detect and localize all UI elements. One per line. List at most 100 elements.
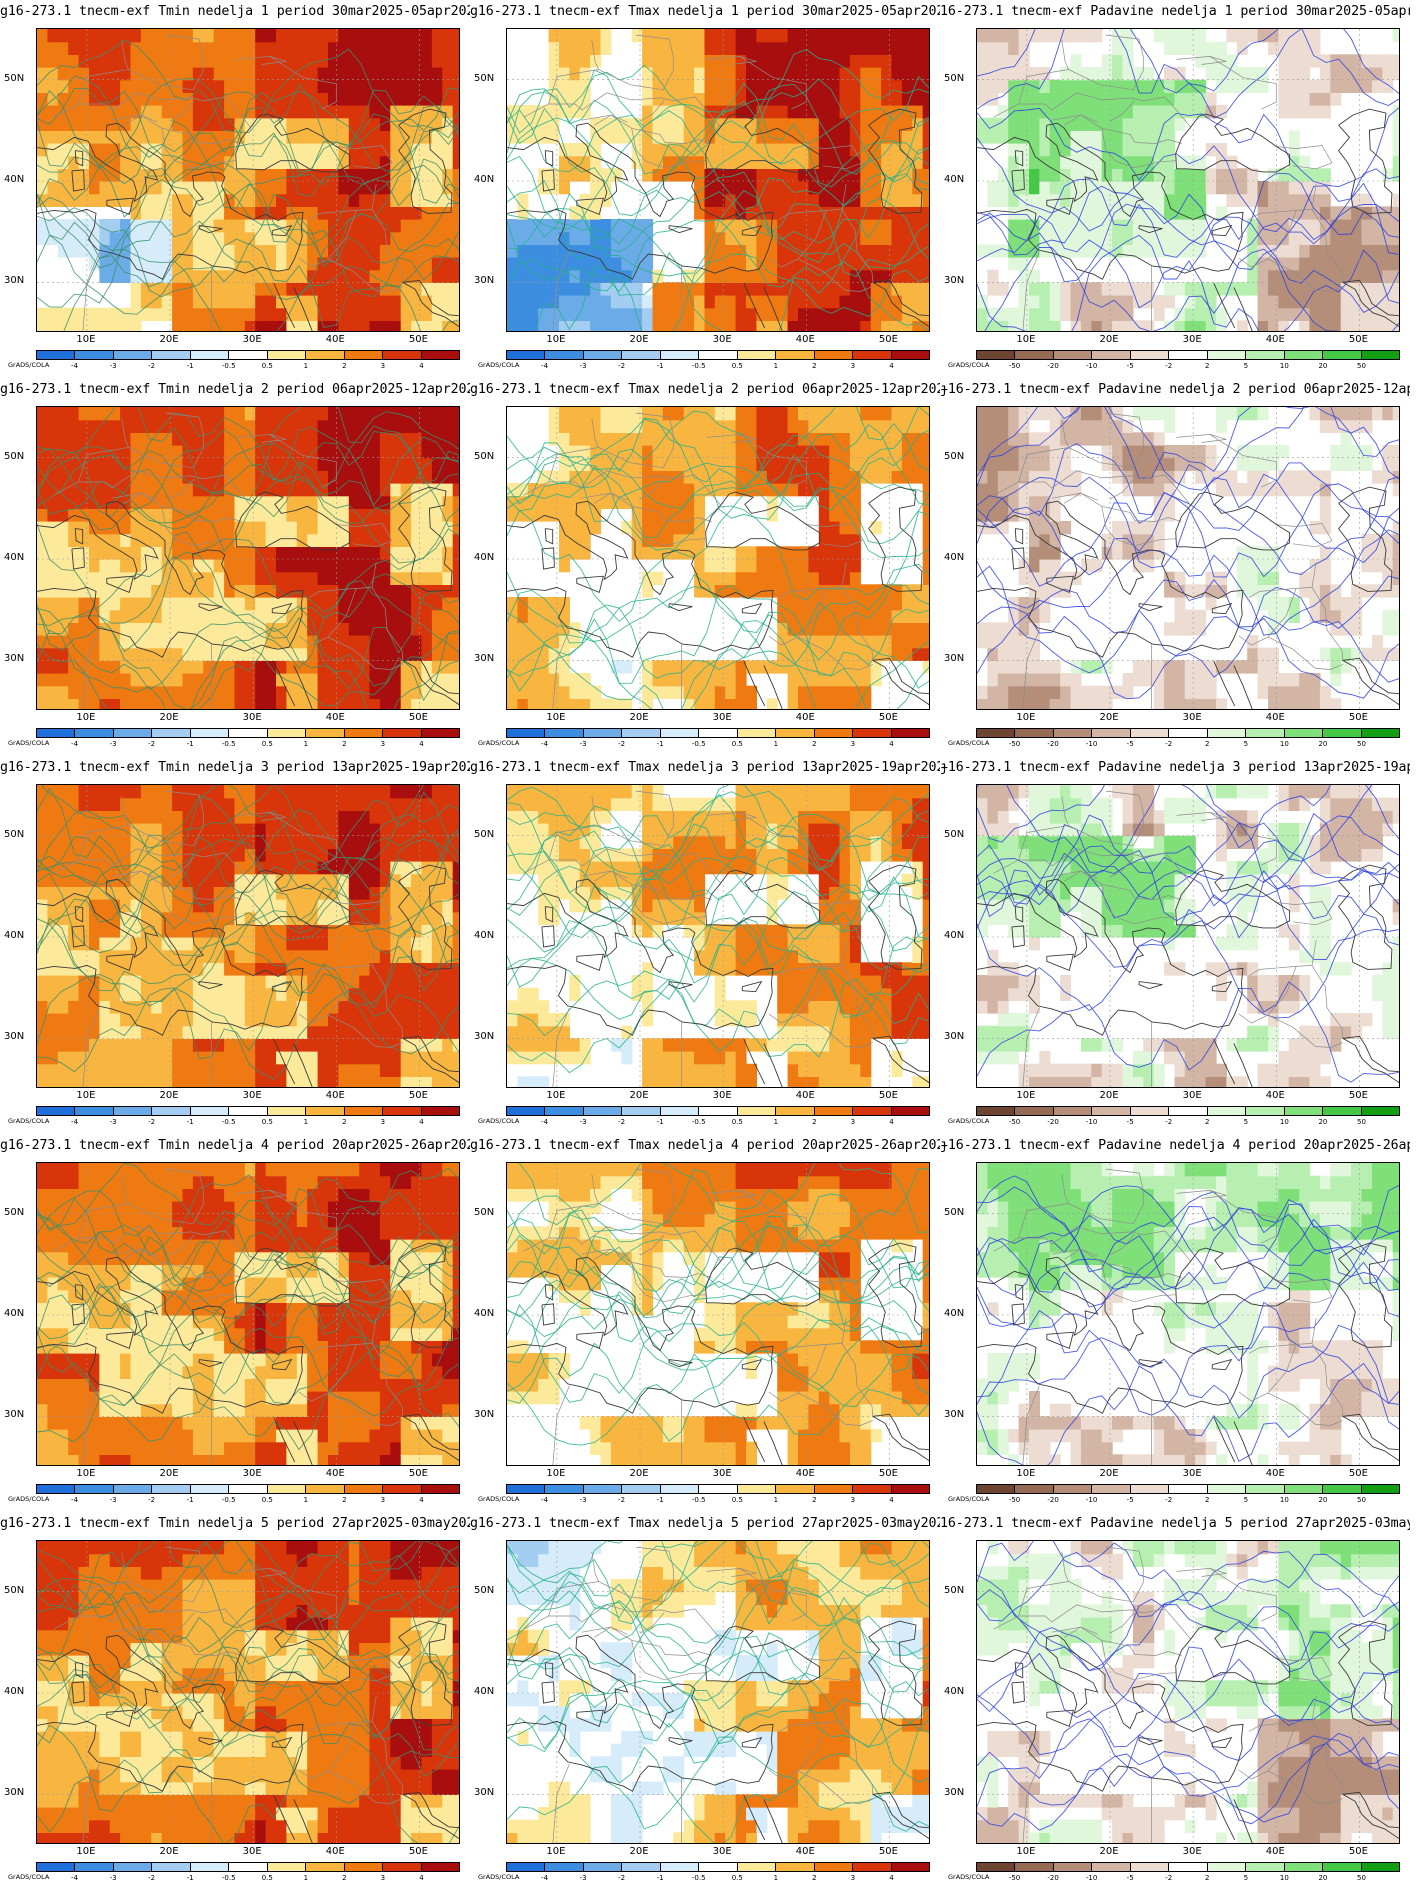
color-swatch bbox=[660, 1107, 700, 1115]
color-swatch bbox=[583, 351, 623, 359]
lat-label: 40N bbox=[474, 174, 495, 185]
color-scale-label: 20 bbox=[1318, 1874, 1328, 1882]
lon-label: 30E bbox=[712, 712, 732, 723]
color-scale-label: 10 bbox=[1279, 362, 1289, 370]
color-swatch bbox=[1323, 1485, 1362, 1493]
coastlines bbox=[37, 486, 459, 709]
lat-label: 40N bbox=[944, 1686, 965, 1697]
map-panel-tmin-week3: g16-273.1 tnecm-exf Tmin nedelja 3 perio… bbox=[0, 756, 470, 1135]
map-panel-prec-week2: ɟ16-273.1 tnecm-exf Padavine nedelja 2 p… bbox=[940, 378, 1410, 757]
color-scale-label: -20 bbox=[1047, 1496, 1059, 1504]
lat-label: 40N bbox=[474, 1686, 495, 1697]
color-scale-bar bbox=[976, 1862, 1400, 1872]
coastlines bbox=[37, 1242, 459, 1465]
lon-label: 50E bbox=[1348, 1846, 1368, 1857]
color-swatch bbox=[583, 729, 623, 737]
lon-label: 50E bbox=[878, 1468, 898, 1479]
color-scale-label: -10 bbox=[1085, 1874, 1098, 1882]
color-scale-label: -50 bbox=[1008, 362, 1021, 370]
lat-label: 30N bbox=[474, 653, 495, 665]
map-svg bbox=[507, 407, 929, 709]
color-scale-label: 2 bbox=[342, 1874, 347, 1882]
lon-label: 40E bbox=[795, 1468, 815, 1479]
color-swatch bbox=[1015, 1863, 1054, 1871]
color-swatch bbox=[660, 1485, 700, 1493]
lat-label: 30N bbox=[944, 653, 965, 665]
color-scale-label: 0.5 bbox=[731, 1118, 743, 1126]
lon-label: 40E bbox=[1265, 1090, 1285, 1101]
color-swatch bbox=[383, 351, 422, 359]
lon-label: 40E bbox=[325, 712, 345, 723]
map-svg bbox=[37, 1541, 459, 1843]
grads-credit: GrADS/COLA bbox=[478, 1495, 520, 1503]
lat-label: 50N bbox=[474, 72, 495, 84]
color-scale-label: -0.5 bbox=[691, 362, 706, 370]
grads-credit: GrADS/COLA bbox=[8, 1117, 50, 1125]
lat-label: 50N bbox=[4, 450, 25, 462]
color-scale-label: -2 bbox=[618, 740, 626, 748]
color-swatch bbox=[891, 1485, 929, 1493]
shaded-field bbox=[37, 1541, 459, 1843]
grads-credit: GrADS/COLA bbox=[478, 1117, 520, 1125]
lon-label: 30E bbox=[242, 1090, 262, 1101]
lon-label: 40E bbox=[1265, 334, 1285, 345]
lon-label: 50E bbox=[1348, 1468, 1368, 1479]
color-scale-label: 1 bbox=[773, 1118, 779, 1126]
color-scale-label: -0.5 bbox=[221, 1496, 236, 1504]
color-swatch bbox=[1246, 1863, 1285, 1871]
grads-credit: GrADS/COLA bbox=[478, 1873, 520, 1881]
contour-lines bbox=[37, 39, 459, 331]
color-swatch bbox=[1130, 1863, 1170, 1871]
lon-label: 10E bbox=[546, 712, 566, 723]
lon-label: 30E bbox=[1182, 1468, 1202, 1479]
color-scale-label: 10 bbox=[1279, 1496, 1289, 1504]
lon-label: 20E bbox=[629, 712, 649, 723]
color-swatch bbox=[507, 1863, 546, 1871]
color-scale-bar bbox=[506, 1862, 930, 1872]
color-swatch bbox=[776, 1485, 815, 1493]
color-scale-label: -1 bbox=[656, 740, 664, 748]
color-scale-label: 2 bbox=[342, 1496, 347, 1504]
lon-label: 40E bbox=[325, 1090, 345, 1101]
shaded-field bbox=[37, 1163, 459, 1465]
color-swatch bbox=[545, 1863, 584, 1871]
color-swatch bbox=[1284, 1107, 1324, 1115]
color-scale-label: 4 bbox=[889, 1874, 894, 1882]
lat-label: 30N bbox=[4, 1787, 25, 1799]
color-swatch bbox=[622, 729, 661, 737]
color-swatch bbox=[1207, 1107, 1247, 1115]
color-swatch bbox=[1053, 351, 1093, 359]
map-svg bbox=[507, 1541, 929, 1843]
lat-label: 30N bbox=[944, 1787, 965, 1799]
coastlines bbox=[977, 1620, 1399, 1843]
lon-label: 30E bbox=[1182, 1846, 1202, 1857]
map-panel-tmin-week2: g16-273.1 tnecm-exf Tmin nedelja 2 perio… bbox=[0, 378, 470, 757]
color-swatch bbox=[776, 729, 815, 737]
color-scale-label: 50 bbox=[1356, 1118, 1366, 1126]
lon-label: 30E bbox=[242, 712, 262, 723]
lon-label: 30E bbox=[712, 1468, 732, 1479]
map-panel-tmax-week2: g16-273.1 tnecm-exf Tmax nedelja 2 perio… bbox=[470, 378, 940, 757]
color-scale-label: 0.5 bbox=[731, 740, 743, 748]
color-scale-label: -1 bbox=[656, 1118, 664, 1126]
country-borders bbox=[53, 1546, 404, 1843]
color-scale-label: -1 bbox=[656, 362, 664, 370]
color-scale-label: 3 bbox=[380, 1874, 386, 1882]
color-swatch bbox=[507, 729, 546, 737]
lat-label: 30N bbox=[474, 1031, 495, 1043]
shaded-field bbox=[977, 1163, 1399, 1465]
color-scale-label: 1 bbox=[773, 1874, 779, 1882]
color-scale-label: -2 bbox=[1165, 1118, 1173, 1126]
color-swatch bbox=[1130, 351, 1170, 359]
color-swatch bbox=[1130, 1107, 1170, 1115]
color-swatch bbox=[152, 351, 191, 359]
color-swatch bbox=[190, 1107, 230, 1115]
color-scale-label: 2 bbox=[342, 1118, 347, 1126]
grads-credit: GrADS/COLA bbox=[948, 1873, 990, 1881]
lat-label: 40N bbox=[944, 930, 965, 941]
color-scale-label: -1 bbox=[186, 1496, 194, 1504]
graticule bbox=[977, 785, 1399, 1087]
color-scale-label: -0.5 bbox=[221, 1874, 236, 1882]
lat-label: 30N bbox=[474, 275, 495, 287]
color-scale-label: -5 bbox=[1126, 1874, 1134, 1882]
